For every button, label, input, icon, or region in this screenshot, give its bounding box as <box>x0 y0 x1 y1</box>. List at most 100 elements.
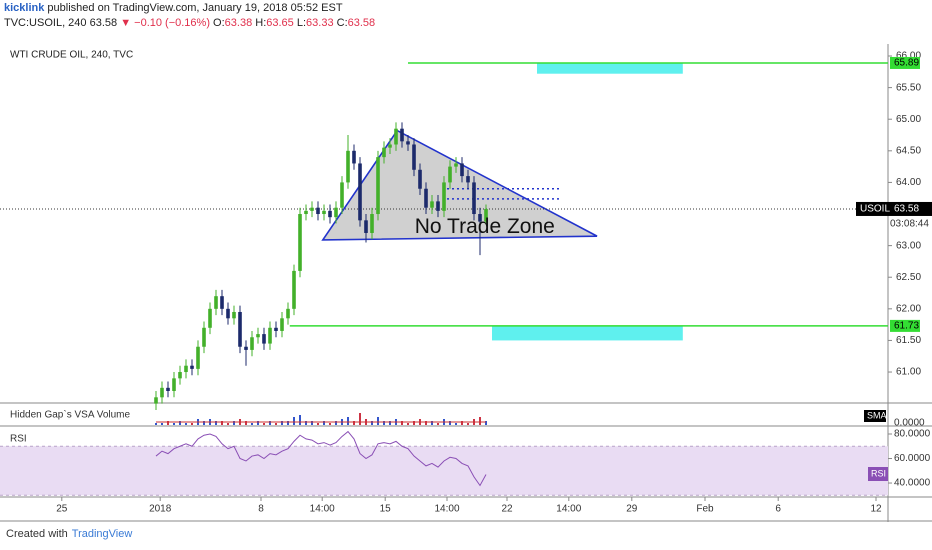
l-value: 63.33 <box>306 17 334 29</box>
candle-body <box>376 157 380 215</box>
y-tick-label: 61.00 <box>896 367 921 378</box>
volume-bar <box>155 423 157 425</box>
y-tick-label: 65.00 <box>896 114 921 125</box>
candle-body <box>400 128 404 142</box>
volume-bar <box>353 421 355 425</box>
sma-badge <box>864 410 886 422</box>
volume-title: Hidden Gap`s VSA Volume <box>10 409 131 421</box>
volume-bar <box>335 421 337 425</box>
volume-bar <box>437 423 439 425</box>
volume-bar <box>173 423 175 425</box>
volume-bar <box>413 421 415 425</box>
last-price-label: 63.58 <box>894 204 919 215</box>
volume-bar <box>245 421 247 425</box>
volume-bar <box>275 423 277 425</box>
candle-body <box>370 214 374 233</box>
candle-body <box>436 201 440 211</box>
volume-bar <box>221 421 223 425</box>
last: 63.58 <box>89 17 118 29</box>
l-label: L: <box>296 17 307 29</box>
candle-body <box>220 296 224 309</box>
rsi-badge-label: RSI <box>871 468 886 478</box>
candle-body <box>304 210 308 215</box>
level-badge <box>890 56 920 69</box>
sma-label: SMA <box>867 410 887 420</box>
rsi-line <box>155 430 487 487</box>
candle-body <box>226 308 230 319</box>
candle-body <box>382 147 386 158</box>
x-tick-label: 29 <box>626 504 638 515</box>
change: ▼ −0.10 (−0.16%) <box>120 17 210 29</box>
volume-bar <box>203 421 205 425</box>
candle-body <box>340 182 344 208</box>
volume-bar <box>269 421 271 425</box>
y-tick-label: 61.50 <box>896 335 921 346</box>
rsi-band <box>0 446 888 496</box>
candle-body <box>172 378 176 391</box>
candle-body <box>358 163 362 221</box>
volume-bar <box>455 423 457 425</box>
candle-body <box>202 327 206 347</box>
candle-body <box>250 337 254 350</box>
volume-bar <box>191 423 193 425</box>
volume-bar <box>323 421 325 425</box>
volume-bar <box>287 421 289 425</box>
volume-bar <box>347 417 349 425</box>
candle-body <box>364 220 368 233</box>
candle-body <box>418 169 422 189</box>
volume-bar <box>479 417 481 425</box>
volume-bar <box>485 421 487 425</box>
c-label: C: <box>336 17 348 29</box>
volume-bar <box>329 423 331 425</box>
volume-bar <box>425 421 427 425</box>
created: Created with <box>6 528 68 540</box>
volume-bar <box>161 423 163 425</box>
rsi-tick-label: 40.0000 <box>894 478 931 489</box>
candle-body <box>178 372 182 379</box>
candle-body <box>412 144 416 170</box>
volume-bar <box>227 423 229 425</box>
y-tick-label: 64.50 <box>896 145 921 156</box>
candle-body <box>238 311 242 347</box>
y-tick-label: 63.00 <box>896 240 921 251</box>
candle-body <box>430 201 434 208</box>
volume-bar <box>317 423 319 425</box>
volume-bar <box>461 421 463 425</box>
volume-bar <box>299 415 301 425</box>
y-tick-label: 64.00 <box>896 177 921 188</box>
candle-body <box>196 346 200 369</box>
candle-body <box>472 182 476 215</box>
rsi-title: RSI <box>10 434 27 445</box>
symbol: TVC:USOIL, 240 <box>4 17 87 29</box>
y-tick-label: 62.00 <box>896 303 921 314</box>
author: kicklink <box>4 2 45 14</box>
volume-bar <box>251 423 253 425</box>
volume-bar <box>233 421 235 425</box>
volume-bar <box>383 421 385 425</box>
candle-body <box>268 327 272 344</box>
candle-body <box>244 346 248 350</box>
symbol-line: TVC:USOIL, 240 63.58 ▼ −0.10 (−0.16%) O:… <box>4 16 375 31</box>
candle-body <box>328 210 332 218</box>
x-tick-label: 15 <box>380 504 392 515</box>
header: kicklink published on TradingView.com, J… <box>4 1 375 31</box>
rsi-badge <box>868 467 888 481</box>
candle-body <box>424 188 428 208</box>
volume-bar <box>377 417 379 425</box>
chart-title: WTI CRUDE OIL, 240, TVC <box>10 50 133 61</box>
x-tick-label: 2018 <box>149 504 172 515</box>
last-symbol: USOIL <box>860 204 890 215</box>
y-tick-label: 65.50 <box>896 82 921 93</box>
published: published on TradingView.com, January 19… <box>47 2 343 14</box>
candle-body <box>406 141 410 145</box>
chart-bg <box>0 44 932 522</box>
candle-body <box>262 334 266 344</box>
volume-bar <box>305 421 307 425</box>
candle-body <box>460 163 464 177</box>
x-tick-label: 25 <box>56 504 68 515</box>
volume-bar <box>407 423 409 425</box>
annotation: No Trade Zone <box>415 215 555 238</box>
candle-body <box>280 318 284 331</box>
candle-body <box>466 176 470 183</box>
x-tick-label: 22 <box>501 504 513 515</box>
